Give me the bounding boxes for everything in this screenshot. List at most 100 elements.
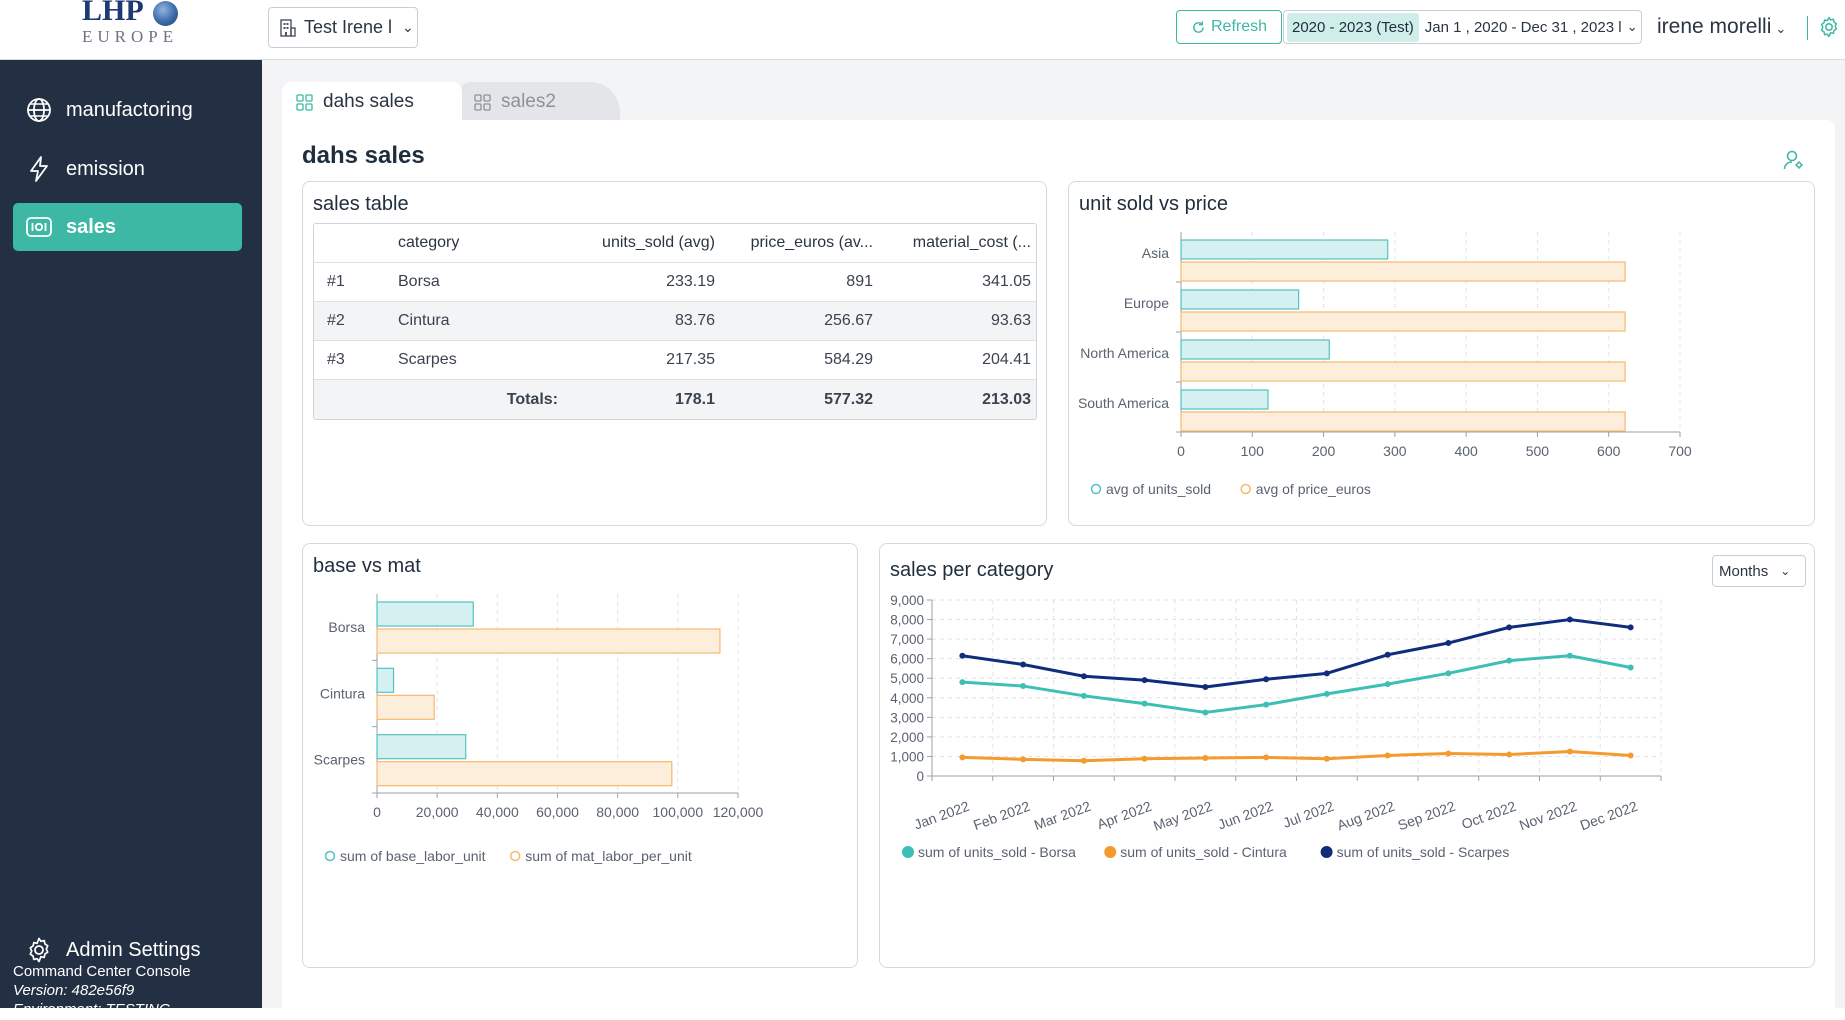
- date-range-select[interactable]: 2020 - 2023 (Test) Jan 1 , 2020 - Dec 31…: [1283, 10, 1642, 44]
- version-text: Version: 482e56f9: [13, 982, 135, 999]
- bar-series1: [376, 601, 474, 627]
- bar-series2: [376, 761, 673, 787]
- globe-logo-icon: [153, 1, 178, 26]
- user-menu[interactable]: irene morelli ⌄: [1657, 15, 1786, 39]
- x-tick-label: 0: [373, 804, 381, 820]
- card-title: base vs mat: [313, 555, 421, 577]
- data-point: [1020, 756, 1027, 763]
- company-select-value: Test Irene l: [304, 17, 393, 37]
- interval-select-value: Months: [1719, 562, 1769, 580]
- legend-label: sum of mat_labor_per_unit: [525, 848, 692, 864]
- settings-gear-icon[interactable]: [1817, 15, 1841, 39]
- bar-series2: [376, 694, 435, 720]
- chevron-down-icon: ⌄: [1775, 21, 1787, 36]
- x-tick-label: Sep 2022: [1396, 798, 1458, 834]
- column-header[interactable]: units_sold (avg): [602, 234, 715, 251]
- unit-sold-vs-price-card: unit sold vs price 0 100 200 300 400 500 600 70…: [1068, 181, 1815, 526]
- y-tick-label: 3,000: [890, 710, 924, 725]
- table-row[interactable]: #2 Cintura 83.76 256.67 93.63: [314, 302, 1036, 341]
- column-header[interactable]: category: [398, 234, 460, 251]
- base-vs-mat-card: base vs mat 0 20,000 40,000 60,000 80,000 100…: [302, 543, 858, 968]
- x-tick-label: Aug 2022: [1335, 798, 1397, 834]
- company-select[interactable]: Test Irene l ⌄: [268, 7, 418, 48]
- date-preset-chip[interactable]: 2020 - 2023 (Test): [1287, 12, 1419, 42]
- data-point: [1445, 670, 1452, 677]
- category-label: North America: [1080, 345, 1169, 361]
- table-row[interactable]: #3 Scarpes 217.35 584.29 204.41: [314, 341, 1036, 380]
- data-point: [1566, 652, 1573, 659]
- y-tick-label: 8,000: [890, 613, 924, 628]
- data-point: [1445, 640, 1452, 647]
- chevron-down-icon: ⌄: [402, 19, 414, 35]
- sidebar-item-emission[interactable]: emission: [13, 145, 242, 193]
- legend-marker: [1240, 483, 1251, 495]
- category-label: Cintura: [320, 685, 365, 701]
- table-cell: 83.76: [674, 312, 715, 329]
- column-header[interactable]: price_euros (av...: [750, 234, 873, 251]
- data-point: [1323, 670, 1330, 677]
- x-tick-label: 400: [1454, 443, 1478, 459]
- x-tick-label: Jan 2022: [912, 798, 972, 833]
- x-tick-label: Apr 2022: [1095, 798, 1154, 833]
- x-tick-label: 40,000: [476, 804, 519, 820]
- tab-sales2[interactable]: sales2: [460, 82, 620, 122]
- legend-marker: [1090, 483, 1102, 495]
- table-cell: #1: [327, 273, 345, 290]
- table-cell: 584.29: [824, 351, 873, 368]
- bar-series2: [376, 628, 721, 654]
- data-point: [1020, 683, 1027, 690]
- sales-per-category-chart[interactable]: 0 1,000 2,000 3,000 4,000 5,000 6,000 7,000 8,00…: [880, 544, 1814, 967]
- card-title: unit sold vs price: [1079, 193, 1228, 215]
- refresh-button[interactable]: Refresh: [1176, 10, 1282, 44]
- data-point: [1020, 661, 1027, 668]
- dashboard-icon: [296, 93, 313, 111]
- x-tick-label: Feb 2022: [971, 798, 1032, 833]
- unit-sold-vs-price-chart[interactable]: 0 100 200 300 400 500 600 700 Asia Europe North Am…: [1069, 182, 1814, 525]
- y-tick-label: 6,000: [890, 652, 924, 667]
- admin-settings-link[interactable]: Admin Settings: [13, 926, 242, 974]
- data-point: [1202, 755, 1209, 762]
- x-tick-label: 20,000: [416, 804, 459, 820]
- legend-marker: [509, 850, 521, 862]
- sidebar-item-sales[interactable]: sales: [13, 203, 242, 251]
- tab-dahs-sales[interactable]: dahs sales: [282, 82, 462, 122]
- interval-select[interactable]: Months ⌄: [1712, 555, 1806, 587]
- category-label: Europe: [1124, 295, 1169, 311]
- company-logo[interactable]: LHP EUROPE: [80, 0, 185, 50]
- logo-text: LHP: [82, 0, 144, 27]
- data-point: [1080, 692, 1087, 699]
- column-header[interactable]: material_cost (...: [912, 234, 1031, 251]
- bar-series1: [1180, 339, 1330, 360]
- data-point: [1141, 677, 1148, 684]
- data-point: [1202, 709, 1209, 716]
- y-tick-label: 7,000: [890, 632, 924, 647]
- tab-label: sales2: [501, 91, 556, 112]
- base-vs-mat-chart[interactable]: 0 20,000 40,000 60,000 80,000 100,000 120,000 B…: [303, 544, 857, 967]
- bar-series2: [1180, 361, 1626, 382]
- data-point: [1627, 664, 1634, 671]
- table-cell: #2: [327, 312, 345, 329]
- x-tick-label: 200: [1312, 443, 1336, 459]
- data-point: [959, 652, 966, 659]
- refresh-icon: [1193, 20, 1204, 33]
- data-point: [1506, 624, 1513, 631]
- sidebar-item-manufactoring[interactable]: manufactoring: [13, 86, 242, 134]
- user-settings-icon[interactable]: [1783, 149, 1805, 171]
- sales-table-card: sales table category units_sold (avg) pr…: [302, 181, 1047, 526]
- environment-text: Environment: TESTING: [13, 1001, 171, 1018]
- page-title: dahs sales: [302, 142, 425, 169]
- table-row[interactable]: #1 Borsa 233.19 891 341.05: [314, 263, 1036, 302]
- legend-label: sum of units_sold - Cintura: [1120, 844, 1287, 860]
- table-totals-row: Totals: 178.1 577.32 213.03: [314, 380, 1036, 419]
- table-cell: 217.35: [666, 351, 715, 368]
- x-tick-label: 600: [1597, 443, 1621, 459]
- card-title: sales per category: [890, 559, 1054, 581]
- bar-series2: [1180, 261, 1626, 282]
- category-label: South America: [1078, 395, 1169, 411]
- series-line: [962, 618, 1631, 689]
- y-tick-label: 0: [916, 769, 924, 784]
- header-divider: [1807, 16, 1808, 40]
- x-tick-label: Oct 2022: [1459, 798, 1518, 833]
- sales-per-category-card: sales per category Months ⌄ 0 1,000 2,000 3…: [879, 543, 1815, 968]
- bar-series1: [1180, 289, 1300, 310]
